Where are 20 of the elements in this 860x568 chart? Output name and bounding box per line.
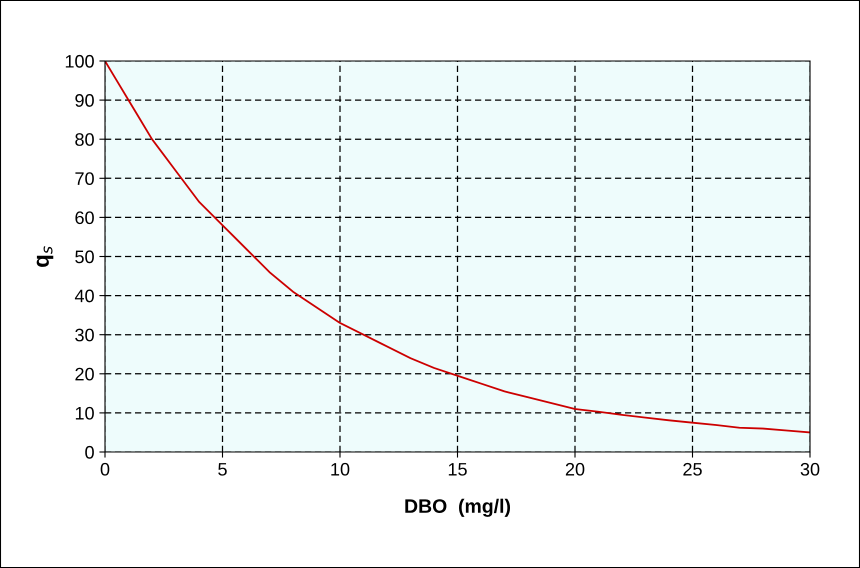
x-tick-label: 10 bbox=[331, 462, 350, 476]
x-tick-label: 30 bbox=[800, 462, 820, 476]
y-tick-label: 70 bbox=[75, 172, 94, 186]
y-tick-label: 40 bbox=[74, 290, 94, 302]
y-tick-label: 60 bbox=[75, 211, 94, 224]
y-tick-label: 20 bbox=[75, 368, 94, 381]
x-tick-label: 0 bbox=[100, 462, 110, 476]
y-tick-label: 10 bbox=[76, 406, 94, 420]
y-tick-label: 100 bbox=[66, 54, 94, 68]
y-tick-label: 90 bbox=[75, 94, 94, 107]
y-tick-label: 30 bbox=[75, 328, 94, 342]
x-axis-title: DBO (mg/l) bbox=[405, 498, 510, 517]
y-tick-label: 50 bbox=[75, 250, 94, 264]
y-tick-label: 0 bbox=[85, 446, 94, 459]
y-axis-title: q$_{s}$ bbox=[36, 246, 54, 267]
y-tick-label: 80 bbox=[75, 133, 94, 146]
x-tick-label: 5 bbox=[218, 463, 227, 476]
x-tick-label: 25 bbox=[683, 462, 702, 476]
x-tick-label: 15 bbox=[448, 463, 467, 476]
x-tick-label: 20 bbox=[566, 462, 584, 476]
